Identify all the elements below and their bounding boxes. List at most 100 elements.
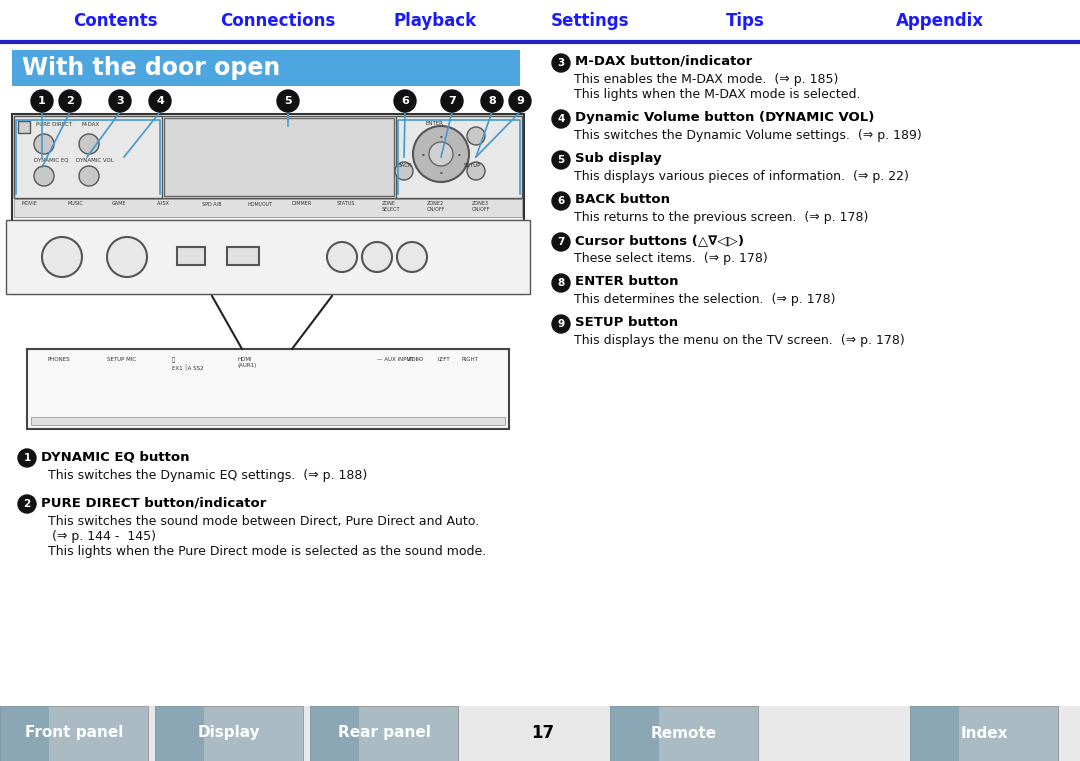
Text: ▪: ▪ bbox=[440, 170, 443, 174]
Text: 7: 7 bbox=[448, 96, 456, 106]
Text: DYNAMIC VOL: DYNAMIC VOL bbox=[76, 158, 113, 163]
Text: This displays various pieces of information.  (⇒ p. 22): This displays various pieces of informat… bbox=[573, 170, 909, 183]
Text: This returns to the previous screen.  (⇒ p. 178): This returns to the previous screen. (⇒ … bbox=[573, 211, 868, 224]
Circle shape bbox=[18, 495, 36, 513]
Text: This displays the menu on the TV screen.  (⇒ p. 178): This displays the menu on the TV screen.… bbox=[573, 334, 905, 347]
Circle shape bbox=[327, 242, 357, 272]
Bar bbox=[164, 118, 394, 196]
Bar bbox=[0, 0, 1080, 42]
Text: 5: 5 bbox=[284, 96, 292, 106]
Text: BACK button: BACK button bbox=[575, 193, 670, 206]
Text: Settings: Settings bbox=[551, 12, 630, 30]
Text: 17: 17 bbox=[531, 724, 554, 742]
Text: DIMMER: DIMMER bbox=[292, 201, 312, 206]
Text: 5: 5 bbox=[557, 155, 565, 165]
Text: 1: 1 bbox=[24, 453, 30, 463]
Circle shape bbox=[362, 242, 392, 272]
Circle shape bbox=[467, 127, 485, 145]
Text: ▪: ▪ bbox=[421, 152, 424, 156]
Circle shape bbox=[509, 90, 531, 112]
Circle shape bbox=[552, 274, 570, 292]
Text: 2: 2 bbox=[24, 499, 30, 509]
Text: PURE DIRECT button/indicator: PURE DIRECT button/indicator bbox=[41, 496, 267, 509]
Text: LEFT: LEFT bbox=[437, 357, 449, 362]
Text: Playback: Playback bbox=[393, 12, 476, 30]
Text: PHONES: PHONES bbox=[48, 357, 69, 362]
Text: 8: 8 bbox=[488, 96, 496, 106]
Circle shape bbox=[413, 126, 469, 182]
Text: 3: 3 bbox=[557, 58, 565, 68]
Text: These select items.  (⇒ p. 178): These select items. (⇒ p. 178) bbox=[573, 252, 768, 265]
Circle shape bbox=[18, 449, 36, 467]
Circle shape bbox=[109, 90, 131, 112]
Text: ␥
EX1 │A SS2: ␥ EX1 │A SS2 bbox=[172, 357, 204, 371]
Text: 9: 9 bbox=[516, 96, 524, 106]
Text: MUSIC: MUSIC bbox=[67, 201, 83, 206]
Text: ZONE2
ON/OFF: ZONE2 ON/OFF bbox=[427, 201, 445, 212]
Text: Tips: Tips bbox=[726, 12, 765, 30]
Text: 6: 6 bbox=[401, 96, 409, 106]
Text: Front panel: Front panel bbox=[25, 725, 123, 740]
Bar bbox=[31, 417, 505, 425]
Text: BACK: BACK bbox=[397, 163, 411, 168]
Text: This lights when the Pure Direct mode is selected as the sound mode.: This lights when the Pure Direct mode is… bbox=[48, 545, 486, 558]
Circle shape bbox=[59, 90, 81, 112]
Text: Contents: Contents bbox=[72, 12, 158, 30]
Text: A-ISX: A-ISX bbox=[157, 201, 170, 206]
Text: DYNAMIC EQ button: DYNAMIC EQ button bbox=[41, 450, 189, 463]
Circle shape bbox=[33, 166, 54, 186]
Text: HDMI
(AUR1): HDMI (AUR1) bbox=[237, 357, 256, 368]
Text: ▪: ▪ bbox=[440, 134, 443, 138]
Text: Rear panel: Rear panel bbox=[338, 725, 431, 740]
Text: 4: 4 bbox=[157, 96, 164, 106]
Text: MOVIE: MOVIE bbox=[22, 201, 38, 206]
Text: M-DAX: M-DAX bbox=[82, 122, 100, 127]
Bar bbox=[12, 50, 519, 86]
Bar bbox=[156, 706, 303, 761]
Text: 3: 3 bbox=[117, 96, 124, 106]
Bar bbox=[12, 114, 524, 294]
Text: VIDEO: VIDEO bbox=[407, 357, 424, 362]
Circle shape bbox=[79, 134, 99, 154]
Bar bbox=[14, 116, 522, 198]
Circle shape bbox=[149, 90, 171, 112]
Text: 4: 4 bbox=[557, 114, 565, 124]
Text: 2: 2 bbox=[66, 96, 73, 106]
Text: Display: Display bbox=[198, 725, 260, 740]
Text: SETUP button: SETUP button bbox=[575, 316, 678, 329]
Circle shape bbox=[552, 192, 570, 210]
Bar bbox=[14, 116, 162, 198]
Text: ENTER button: ENTER button bbox=[575, 275, 678, 288]
Text: This switches the Dynamic Volume settings.  (⇒ p. 189): This switches the Dynamic Volume setting… bbox=[573, 129, 921, 142]
Circle shape bbox=[552, 151, 570, 169]
Text: PURE DIRECT: PURE DIRECT bbox=[36, 122, 72, 127]
Text: ZONE
SELECT: ZONE SELECT bbox=[382, 201, 401, 212]
Circle shape bbox=[276, 90, 299, 112]
Circle shape bbox=[552, 233, 570, 251]
Text: SETUP: SETUP bbox=[464, 163, 482, 168]
Text: This determines the selection.  (⇒ p. 178): This determines the selection. (⇒ p. 178… bbox=[573, 293, 836, 306]
Bar bbox=[18, 121, 30, 133]
Bar bbox=[310, 706, 458, 761]
Circle shape bbox=[429, 142, 453, 166]
Circle shape bbox=[107, 237, 147, 277]
Text: Sub display: Sub display bbox=[575, 152, 662, 165]
Text: 9: 9 bbox=[557, 319, 565, 329]
Text: 6: 6 bbox=[557, 196, 565, 206]
Bar bbox=[177, 247, 205, 265]
Text: RIGHT: RIGHT bbox=[462, 357, 480, 362]
Text: Appendix: Appendix bbox=[896, 12, 984, 30]
Bar bbox=[310, 706, 359, 761]
Bar bbox=[14, 199, 522, 217]
Bar bbox=[227, 247, 259, 265]
Circle shape bbox=[33, 134, 54, 154]
Circle shape bbox=[42, 237, 82, 277]
Text: Connections: Connections bbox=[220, 12, 336, 30]
Circle shape bbox=[31, 90, 53, 112]
Text: — AUX INPUT —: — AUX INPUT — bbox=[377, 357, 421, 362]
Circle shape bbox=[394, 90, 416, 112]
Text: 7: 7 bbox=[557, 237, 565, 247]
Circle shape bbox=[552, 54, 570, 72]
Bar bbox=[610, 706, 659, 761]
Circle shape bbox=[79, 166, 99, 186]
